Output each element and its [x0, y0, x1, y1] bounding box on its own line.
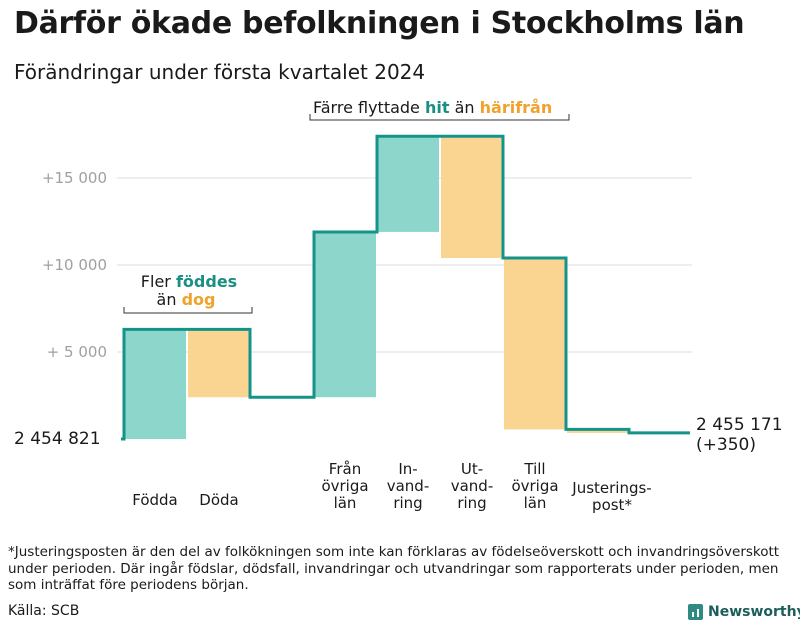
- bar-4: [377, 136, 439, 232]
- source-label: Källa: SCB: [8, 603, 80, 619]
- category-label: Döda: [199, 491, 238, 509]
- bar-6: [504, 258, 566, 430]
- category-label: ring: [457, 494, 486, 512]
- category-label: ring: [393, 494, 422, 512]
- annotation-births-line2: än dog: [157, 290, 216, 309]
- category-label: Till: [523, 460, 545, 478]
- newsworthy-logo-icon: [688, 604, 703, 620]
- base-value-label: 2 454 821: [14, 429, 101, 449]
- end-value-label: 2 455 171: [696, 415, 783, 435]
- brand-logo: Newsworthy: [688, 603, 800, 621]
- end-change-label: (+350): [696, 435, 756, 455]
- category-label: Justerings-: [571, 479, 651, 497]
- category-label: vand-: [387, 477, 430, 495]
- category-label: In-: [398, 460, 417, 478]
- annotation-bracket-migration: [309, 114, 570, 121]
- bar-7: [567, 429, 629, 433]
- annotation-bracket-births: [123, 307, 253, 314]
- category-label: övriga: [511, 477, 558, 495]
- bar-1: [124, 329, 186, 439]
- category-label: län: [524, 494, 547, 512]
- annotation-births-line1: Fler föddes: [141, 272, 237, 291]
- footnote: *Justeringsposten är den del av folkökni…: [8, 544, 780, 593]
- category-label: Ut-: [461, 460, 483, 478]
- bar-2: [188, 329, 250, 398]
- chart-subtitle: Förändringar under första kvartalet 2024: [14, 60, 426, 84]
- category-label: Från: [329, 460, 361, 478]
- y-tick-label: +10 000: [42, 256, 107, 274]
- waterfall-chart: + 5 000 +10 000 +15 000 2 454 821 Födda Döda F…: [14, 98, 783, 514]
- category-label: Födda: [132, 491, 178, 509]
- category-label: vand-: [451, 477, 494, 495]
- y-tick-label: +15 000: [42, 169, 107, 187]
- cumulative-line: [121, 134, 690, 441]
- bar-5: [441, 136, 503, 259]
- category-label: övriga: [321, 477, 368, 495]
- chart-title: Därför ökade befolkningen i Stockholms l…: [14, 6, 745, 41]
- category-label: län: [334, 494, 357, 512]
- category-label: post*: [592, 496, 632, 514]
- brand-name: Newsworthy: [708, 604, 800, 620]
- annotation-migration: Färre flyttade hit än härifrån: [313, 98, 552, 117]
- bar-3: [314, 231, 376, 398]
- y-tick-label: + 5 000: [47, 343, 107, 361]
